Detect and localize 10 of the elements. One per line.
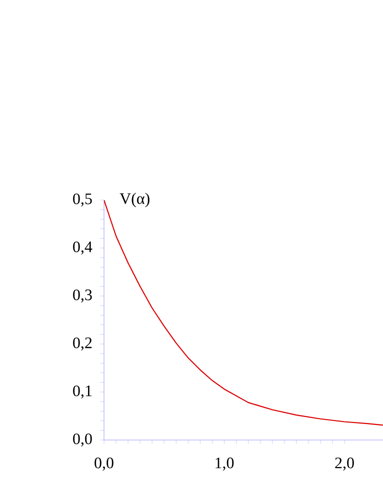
y-tick-label: 0,3 <box>72 289 92 303</box>
y-tick-label: 0,5 <box>72 193 92 207</box>
x-tick-label: 2,0 <box>335 458 354 471</box>
y-tick-label: 0,2 <box>72 337 92 351</box>
y-axis-title: V(α) <box>120 192 150 208</box>
y-tick-label: 0,1 <box>72 385 92 399</box>
y-tick-label: 0,4 <box>72 241 92 255</box>
y-tick-label: 0,0 <box>72 433 92 447</box>
x-tick-label: 1,0 <box>216 458 234 471</box>
x-tick-label: 0,0 <box>94 458 114 471</box>
